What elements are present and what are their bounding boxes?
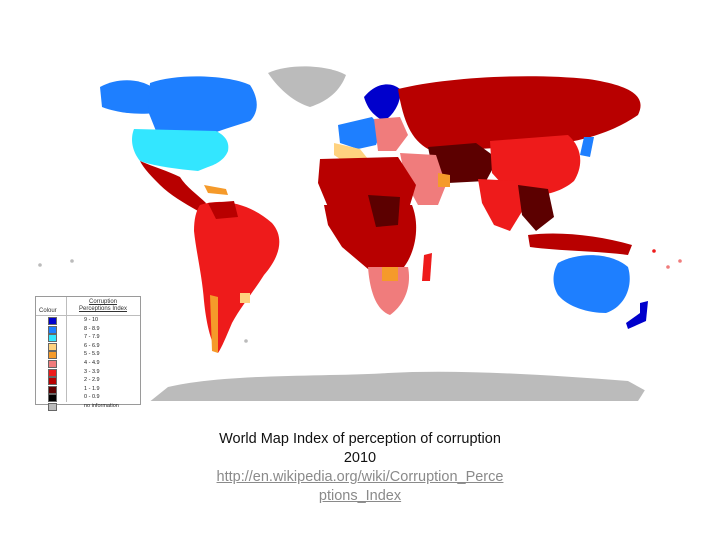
- uruguay-region: [240, 293, 250, 303]
- legend-rows: 9 - 10 8 - 8.9 7 - 7.9 6 - 6.9 5 - 5.9 4…: [36, 316, 140, 411]
- legend-swatch: [48, 334, 57, 343]
- eastern-europe-region: [374, 117, 408, 151]
- southern-africa-region: [368, 267, 410, 315]
- greenland-region: [268, 66, 346, 107]
- legend-label: 8 - 8.9: [84, 325, 100, 332]
- legend-item: 5 - 5.9: [36, 350, 140, 360]
- mexico-central-america-region: [140, 161, 206, 211]
- southeast-asia-region: [518, 185, 554, 231]
- australia-region: [553, 255, 630, 313]
- new-zealand-region: [626, 301, 648, 329]
- china-region: [490, 135, 581, 196]
- caption-title-line2: 2010: [343, 450, 377, 466]
- legend-swatch: [48, 368, 57, 377]
- legend-item: 0 - 0.9: [36, 393, 140, 403]
- legend-label: 6 - 6.9: [84, 342, 100, 349]
- western-europe-region: [338, 117, 382, 149]
- canada-region: [148, 76, 257, 133]
- south-asia-region: [478, 179, 526, 231]
- botswana-region: [382, 267, 398, 281]
- antarctica-region: [148, 371, 668, 401]
- russia-region: [398, 76, 641, 150]
- sahel-region: [368, 195, 400, 227]
- legend-swatch: [48, 351, 57, 360]
- legend-label: no information: [84, 402, 119, 409]
- north-africa-region: [318, 157, 416, 207]
- gulf-region: [438, 173, 450, 187]
- legend-label: 3 - 3.9: [84, 368, 100, 375]
- venezuela-region: [208, 201, 238, 219]
- central-asia-region: [428, 143, 498, 183]
- legend-label: 1 - 1.9: [84, 385, 100, 392]
- scandinavia-region: [364, 84, 401, 121]
- map-caption: World Map Index of perception of corrupt…: [170, 430, 550, 506]
- alaska-region: [100, 80, 154, 114]
- madagascar-region: [422, 253, 432, 281]
- legend-label: 4 - 4.9: [84, 359, 100, 366]
- legend-label: 5 - 5.9: [84, 351, 100, 358]
- legend-label: 9 - 10: [84, 317, 99, 323]
- legend-label: 0 - 0.9: [84, 394, 100, 401]
- indonesia-region: [528, 233, 632, 255]
- caribbean-region: [204, 185, 228, 195]
- legend-item: 4 - 4.9: [36, 359, 140, 368]
- legend-label: 7 - 7.9: [84, 334, 100, 341]
- map-legend: Colour Corruption Perceptions Index 9 - …: [35, 296, 141, 411]
- legend-swatch: [48, 394, 57, 403]
- legend-item: no information: [36, 402, 140, 411]
- japan-region: [580, 137, 594, 157]
- legend-item: 1 - 1.9: [36, 385, 140, 394]
- legend-swatch: [48, 385, 57, 394]
- legend-index-header: Corruption Perceptions Index: [78, 299, 128, 312]
- legend-item: 7 - 7.9: [36, 333, 140, 343]
- legend-swatch: [48, 359, 57, 368]
- legend-item: 8 - 8.9: [36, 325, 140, 334]
- source-link-line2[interactable]: ptions_Index: [318, 488, 402, 504]
- legend-item: 6 - 6.9: [36, 342, 140, 351]
- legend-swatch: [48, 325, 57, 334]
- legend-item: 2 - 2.9: [36, 376, 140, 386]
- legend-swatch: [48, 402, 57, 411]
- legend-item: 9 - 10: [36, 316, 140, 325]
- legend-item: 3 - 3.9: [36, 368, 140, 377]
- legend-swatch: [48, 377, 57, 386]
- legend-colour-header: Colour: [39, 308, 57, 314]
- chile-region: [210, 295, 218, 353]
- legend-label: 2 - 2.9: [84, 377, 100, 384]
- source-link-line1[interactable]: http://en.wikipedia.org/wiki/Corruption_…: [216, 469, 504, 485]
- legend-swatch: [48, 317, 57, 325]
- caption-title-line1: World Map Index of perception of corrupt…: [219, 431, 501, 447]
- legend-swatch: [48, 342, 57, 351]
- usa-region: [132, 129, 229, 171]
